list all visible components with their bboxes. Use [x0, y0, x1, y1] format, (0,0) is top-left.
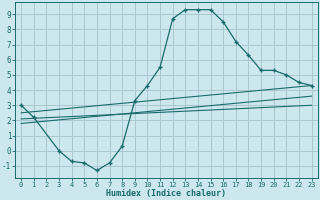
X-axis label: Humidex (Indice chaleur): Humidex (Indice chaleur): [106, 189, 226, 198]
